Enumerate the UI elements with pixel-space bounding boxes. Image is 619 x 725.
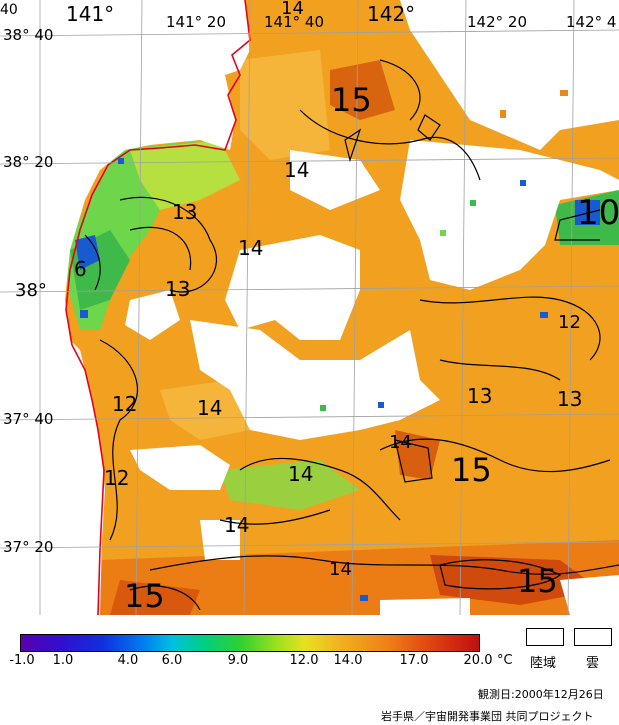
- contour-label: 12: [112, 392, 138, 416]
- cloud-area: [290, 150, 380, 210]
- sea-cold-patch: [75, 235, 100, 270]
- credit-text: 岩手県／宇宙開発事業団 共同プロジェクト: [381, 710, 594, 723]
- sea-yellow-orange: [240, 50, 330, 160]
- longitude-label: 141° 40: [264, 13, 324, 31]
- cloud-area: [130, 445, 230, 490]
- observation-date: 観測日:2000年12月26日: [478, 688, 604, 701]
- contour-label: 13: [467, 384, 493, 408]
- cloud-area: [400, 0, 619, 150]
- colorbar-tick: 6.0: [161, 653, 183, 668]
- contour-label: 14: [238, 236, 264, 260]
- longitude-label: 142°: [367, 2, 416, 26]
- colorbar-tick: 17.0: [399, 653, 429, 668]
- colorbar-tick: 9.0: [227, 653, 249, 668]
- longitude-label: 142° 4: [566, 13, 617, 31]
- land-swatch: [526, 628, 564, 646]
- colorbar-tick: 20.0: [463, 653, 493, 668]
- land-area: [0, 0, 250, 615]
- cloud-swatch-label: 雲: [586, 656, 600, 671]
- contour-label: 15: [517, 562, 558, 600]
- latitude-label: 37° 40: [3, 410, 54, 428]
- sea-hot-patch: [430, 555, 600, 605]
- graticule: [0, 0, 619, 615]
- sea-hot-patch: [330, 60, 395, 120]
- latitude-label: 38°: [15, 280, 47, 301]
- contour-label: 15: [451, 451, 492, 489]
- contour-label: 14: [288, 462, 314, 486]
- colorbar-tick: -1.0: [9, 653, 35, 668]
- latitude-label: 38° 40: [3, 26, 54, 44]
- longitude-label: 40: [0, 2, 18, 18]
- cloud-area: [560, 575, 619, 615]
- contour-label: 15: [124, 577, 165, 615]
- colorbar-tick: 12.0: [289, 653, 319, 668]
- cloud-area: [190, 320, 440, 440]
- contour-label: 13: [557, 387, 583, 411]
- colorbar-tick: 1.0: [52, 653, 74, 668]
- colorbar-unit: °C: [497, 653, 513, 668]
- contour-label: 6: [74, 257, 87, 281]
- contour-label: 13: [172, 200, 198, 224]
- contour-label: 12: [104, 466, 130, 490]
- map-canvas: [0, 0, 619, 615]
- contour-label: 14: [284, 158, 310, 182]
- cloud-area: [200, 520, 240, 560]
- colorbar-tick: 14.0: [333, 653, 363, 668]
- cloud-area: [225, 235, 360, 340]
- temperature-colorbar: [20, 634, 480, 652]
- land-swatch-label: 陸域: [530, 656, 557, 671]
- cloud-area: [400, 140, 619, 290]
- longitude-label: 142° 20: [467, 13, 527, 31]
- latitude-label: 38° 20: [3, 153, 54, 171]
- contour-label: 14: [389, 432, 412, 453]
- cloud-area: [380, 598, 470, 615]
- sea-surface-temperature-map: 40 141° 141° 20 141° 40 142° 142° 20 142° 4 38…: [0, 0, 619, 615]
- contour-label: 14: [197, 396, 223, 420]
- longitude-label: 141° 20: [166, 13, 226, 31]
- colorbar-tick: 4.0: [117, 653, 139, 668]
- contour-label: 14: [281, 0, 304, 19]
- sea-yellow-orange: [160, 380, 250, 440]
- contour-label: 15: [331, 81, 372, 119]
- contour-label: 14: [224, 513, 250, 537]
- contour-label: 13: [165, 277, 191, 301]
- contour-label: 10: [577, 193, 619, 233]
- sea-cold-patch: [575, 200, 600, 225]
- latitude-label: 37° 20: [3, 538, 54, 556]
- coastline: [65, 0, 251, 615]
- sea-cool-yellow-green: [130, 140, 240, 210]
- sea-mixed-green: [220, 460, 360, 510]
- cloud-swatch: [574, 628, 612, 646]
- isotherm-contours: [84, 59, 619, 611]
- contour-label: 14: [329, 559, 352, 580]
- scattered-pixels: [80, 90, 568, 601]
- longitude-label: 141°: [66, 2, 115, 26]
- contour-label: 12: [558, 312, 581, 333]
